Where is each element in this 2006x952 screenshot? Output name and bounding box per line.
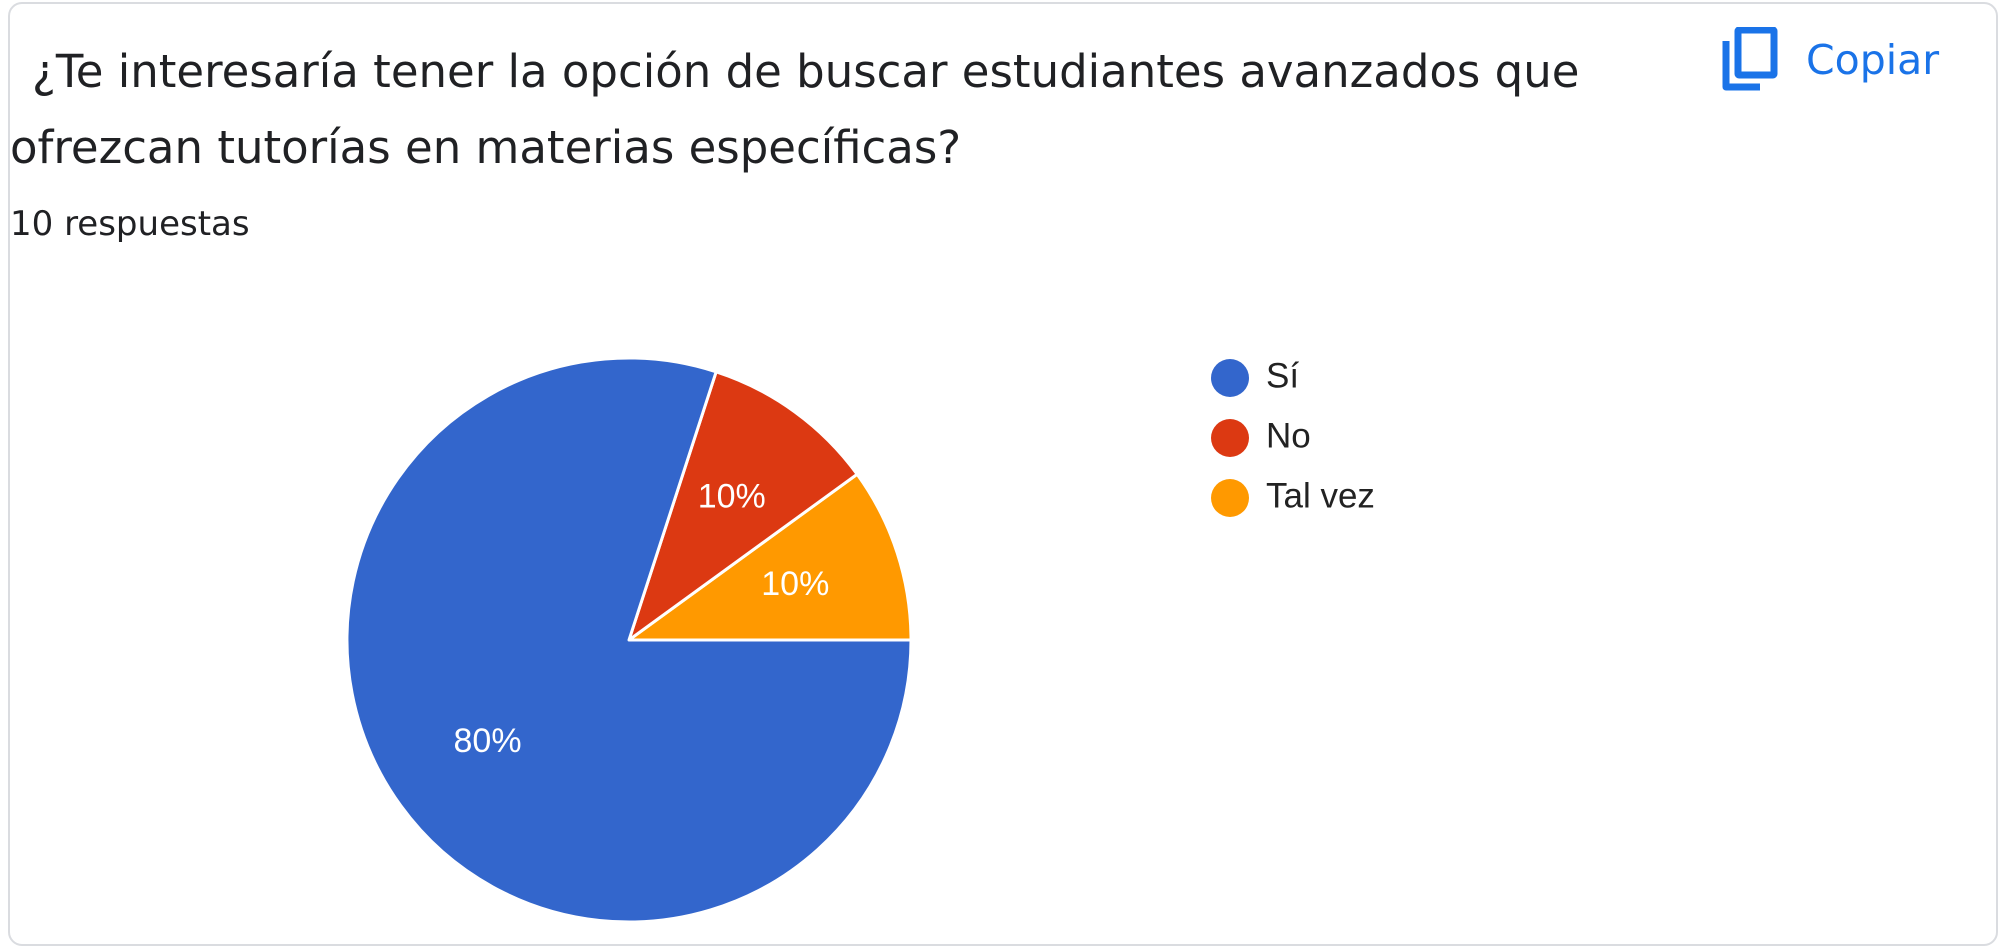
pie-chart: 10% 10% 80% Sí No Tal vez [345, 356, 1375, 924]
legend-swatch [1211, 419, 1249, 457]
legend-label: Tal vez [1266, 476, 1375, 515]
pie-slice-tal-vez[interactable] [627, 472, 913, 642]
pie-slice-label: 80% [454, 722, 522, 760]
legend-item[interactable]: No [1211, 416, 1311, 457]
copy-button[interactable]: Copiar [1718, 24, 1939, 96]
legend-swatch [1211, 479, 1249, 517]
legend-item[interactable]: Sí [1211, 356, 1299, 397]
pie-slice-label: 10% [761, 565, 829, 603]
copy-icon [1722, 27, 1778, 91]
legend-swatch [1211, 359, 1249, 397]
question-card: ¿Te interesaría tener la opción de busca… [8, 2, 1998, 946]
legend-label: Sí [1266, 356, 1299, 395]
legend-item[interactable]: Tal vez [1211, 476, 1375, 517]
copy-label: Copiar [1806, 36, 1940, 84]
response-count: 10 respuestas [10, 204, 250, 244]
pie-slice-no[interactable] [627, 370, 859, 642]
pie-slice-label: 10% [698, 478, 766, 516]
pie-slice-si[interactable] [345, 356, 913, 924]
question-title: ¿Te interesaría tener la opción de busca… [10, 45, 1580, 174]
legend-label: No [1266, 416, 1311, 455]
